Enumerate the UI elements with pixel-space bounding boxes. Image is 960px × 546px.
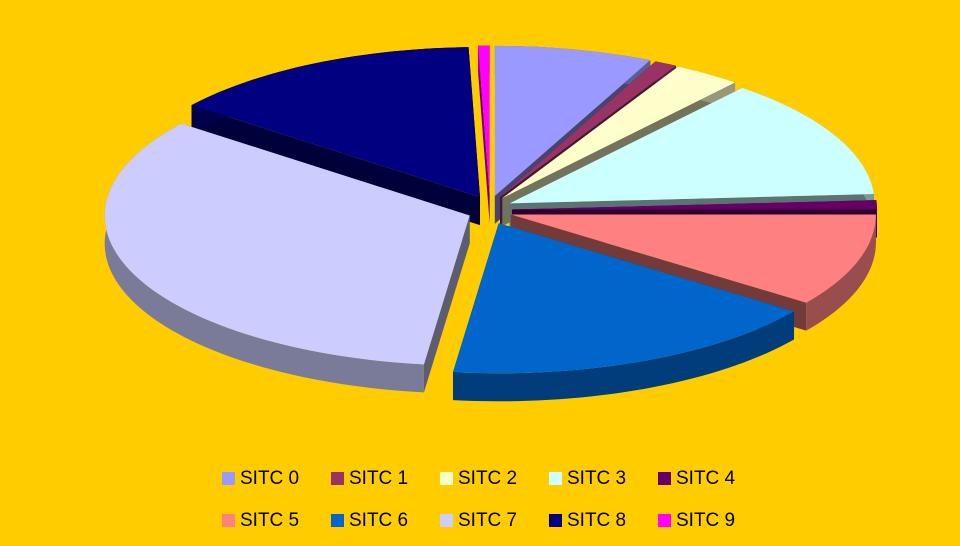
slice: [478, 45, 490, 224]
slice-top: [191, 47, 481, 198]
slice-side: [478, 45, 490, 224]
legend-swatch: [549, 472, 562, 485]
slice-top: [499, 61, 676, 198]
slice-top: [509, 87, 874, 204]
slice-wall: [452, 311, 795, 402]
slice: [191, 47, 481, 226]
slice-top: [510, 214, 876, 303]
legend-label: SITC 5: [240, 510, 299, 531]
legend-label: SITC 7: [458, 510, 517, 531]
slice-wall: [806, 214, 876, 331]
legend-swatch: [440, 472, 453, 485]
legend-label: SITC 3: [567, 468, 626, 489]
legend-swatch: [440, 514, 453, 527]
legend-label: SITC 8: [567, 510, 626, 531]
slice-wall: [104, 123, 424, 393]
legend-swatch: [549, 514, 562, 527]
legend-label: SITC 4: [676, 468, 736, 489]
slice: [452, 223, 795, 402]
slice-top: [452, 223, 795, 374]
legend-label: SITC 9: [676, 510, 735, 531]
legend-swatch: [222, 514, 235, 527]
slice-top: [511, 200, 877, 210]
legend-swatch: [658, 472, 671, 485]
slice: [104, 123, 470, 393]
legend-label: SITC 1: [349, 468, 408, 489]
slice-top: [502, 66, 736, 199]
legend-swatch: [331, 472, 344, 485]
slice-top: [104, 123, 470, 365]
legend-label: SITC 6: [349, 510, 408, 531]
slice-top: [494, 45, 651, 196]
slice-side: [191, 105, 481, 226]
legend-label: SITC 2: [458, 468, 517, 489]
legend-swatch: [331, 514, 344, 527]
legend-swatch: [222, 472, 235, 485]
legend-swatch: [658, 514, 671, 527]
slice-top: [478, 45, 490, 196]
slice-side: [423, 215, 470, 393]
legend-label: SITC 0: [240, 468, 299, 489]
